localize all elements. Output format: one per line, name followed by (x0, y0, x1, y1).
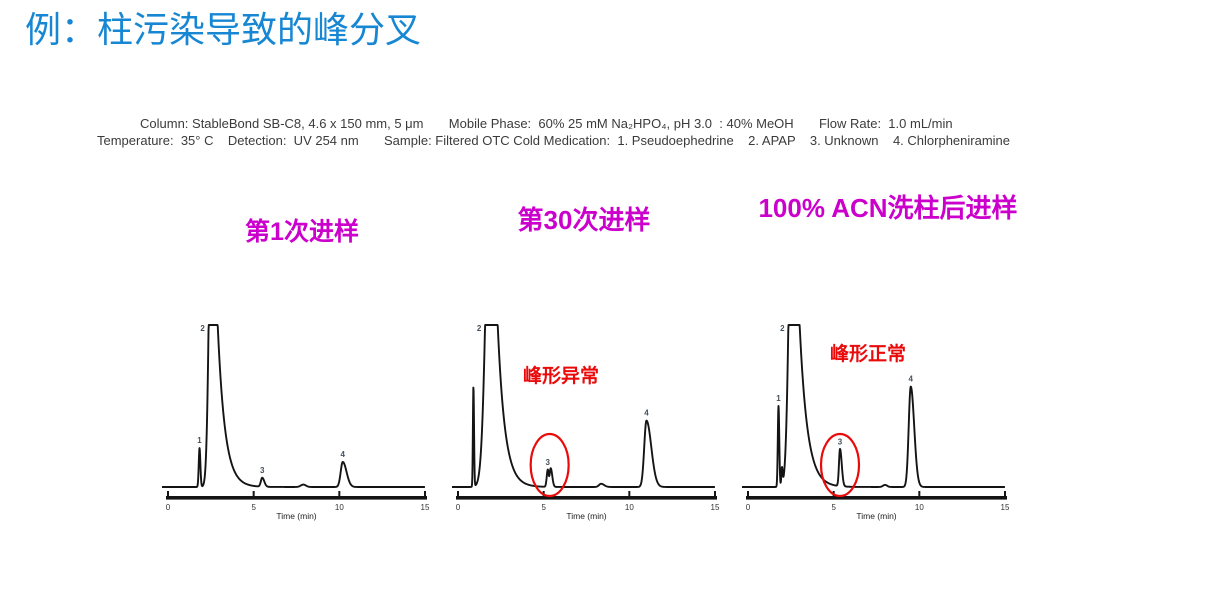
x-tick (918, 491, 921, 497)
peak-label: 1 (776, 394, 781, 403)
x-tick-label: 15 (711, 503, 720, 512)
peak-label: 3 (546, 458, 551, 467)
x-tick-label: 5 (541, 503, 546, 512)
chromatogram-trace (161, 324, 426, 488)
highlight-ellipse (819, 432, 861, 498)
x-axis-title: Time (min) (856, 511, 896, 521)
peak-label: 4 (341, 450, 346, 459)
x-tick-label: 0 (456, 503, 461, 512)
x-tick (338, 491, 341, 497)
conditions-line-2: Temperature: 35° C Detection: UV 254 nm … (97, 133, 1011, 148)
annotation-abnormal-peak-shape: 峰形异常 (523, 366, 600, 387)
peak-label: 3 (260, 466, 265, 475)
peak-label: 2 (477, 324, 482, 333)
x-axis-title: Time (min) (566, 511, 606, 521)
x-tick-label: 0 (166, 503, 171, 512)
x-tick (628, 491, 631, 497)
chromatogram-trace (741, 324, 1006, 488)
peak-label: 4 (644, 409, 649, 418)
chart-title-after-acn-wash: 100% ACN洗柱后进样 (758, 193, 1018, 223)
x-tick-label: 5 (831, 503, 836, 512)
chart-title-injection-1: 第1次进样 (245, 218, 359, 246)
x-axis (456, 496, 717, 500)
x-tick-label: 10 (625, 503, 634, 512)
x-tick (252, 491, 255, 497)
x-axis (746, 496, 1007, 500)
x-tick-label: 0 (746, 503, 751, 512)
x-tick (457, 491, 459, 497)
x-axis (166, 496, 427, 500)
peak-label: 1 (197, 436, 202, 445)
chromatogram-injection-1: 0 5 10 15 Time (min) 1 2 3 4 (161, 324, 430, 521)
peak-label: 2 (780, 324, 785, 333)
x-axis-title: Time (min) (276, 511, 316, 521)
chart-title-injection-30: 第30次进样 (517, 205, 651, 235)
conditions-line-1: Column: StableBond SB-C8, 4.6 x 150 mm, … (140, 116, 953, 131)
peak-label: 4 (909, 375, 914, 384)
x-tick-label: 10 (335, 503, 344, 512)
annotation-normal-peak-shape: 峰形正常 (830, 344, 907, 365)
x-tick (747, 491, 749, 497)
x-tick (167, 491, 169, 497)
chromatogram-after-acn-wash: 0 5 10 15 Time (min) 1 2 3 4 (741, 324, 1010, 521)
x-tick-label: 10 (915, 503, 924, 512)
x-tick-label: 15 (421, 503, 430, 512)
page-title: 例：柱污染导致的峰分叉 (25, 10, 422, 50)
x-tick-label: 15 (1001, 503, 1010, 512)
x-tick (714, 491, 716, 497)
x-tick (1004, 491, 1006, 497)
chromatogram-injection-30: 0 5 10 15 Time (min) 2 3 4 (451, 324, 720, 521)
chromatogram-trace (451, 324, 716, 488)
highlight-ellipse (529, 432, 570, 498)
x-tick-label: 5 (251, 503, 256, 512)
peak-label: 3 (838, 438, 843, 447)
peak-label: 2 (200, 324, 205, 333)
x-tick (424, 491, 426, 497)
